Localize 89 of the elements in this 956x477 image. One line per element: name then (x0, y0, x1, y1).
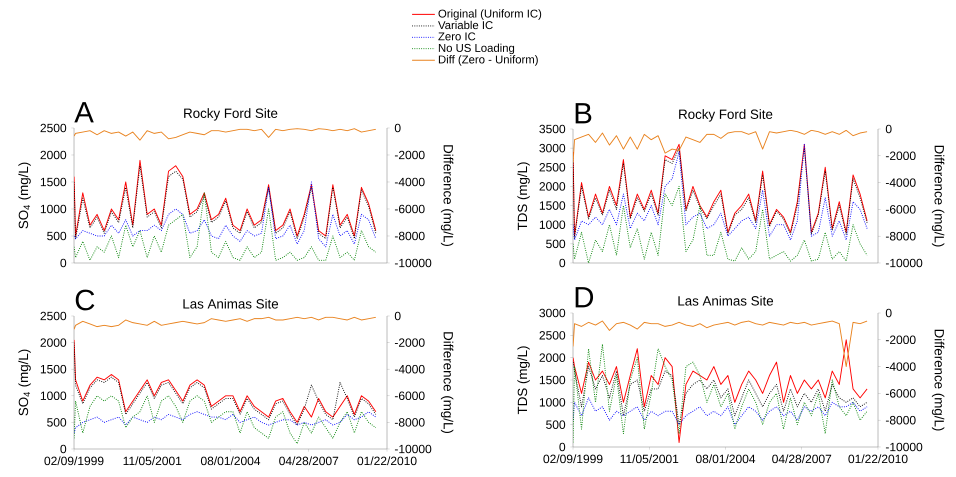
y-tick-label: 2500 (40, 312, 66, 320)
y-tick-label: 500 (47, 418, 66, 427)
y2-tick-label: -4000 (394, 364, 425, 374)
chart-title: Rocky Ford Site (184, 108, 278, 121)
legend-label: Original (Uniform IC) (438, 9, 542, 20)
chart-title: Las Animas Site (678, 296, 774, 306)
y-tick-label: 3000 (539, 308, 566, 318)
y-tick-label: 1500 (540, 201, 566, 210)
x-tick-label: 11/05/2001 (620, 454, 678, 464)
y2-axis-title: Difference (mg/L) (440, 332, 454, 434)
y-tick-label: 500 (546, 420, 566, 429)
y2-tick-label: -6000 (886, 205, 916, 214)
line-series (573, 186, 868, 263)
y2-tick-label: -4000 (886, 178, 916, 187)
y2-tick-label: -2000 (394, 150, 425, 160)
x-tick-label: 04/28/2007 (279, 456, 338, 466)
text: B (576, 103, 592, 124)
y-tick-label: 2000 (540, 182, 566, 191)
y2-tick-label: -2000 (394, 338, 425, 347)
y2-tick-label: -4000 (886, 362, 916, 371)
x-tick-label: 08/01/2004 (696, 454, 756, 464)
y-tick-label: 1500 (40, 364, 66, 374)
y2-tick-label: -10000 (886, 258, 922, 268)
y2-tick-label: -8000 (394, 232, 425, 240)
x-tick-label: 11/05/2001 (124, 456, 182, 466)
y-tick-label: 2000 (540, 353, 566, 362)
y2-tick-label: -10000 (886, 442, 922, 452)
legend-label: Diff (Zero - Uniform) (438, 55, 538, 66)
x-tick-label: 01/22/2010 (848, 454, 908, 464)
y-tick-label: 2500 (540, 331, 566, 340)
y-tick-label: 2000 (40, 150, 66, 160)
legend-label: Variable IC (438, 20, 493, 30)
y-tick-label: 3000 (539, 144, 566, 152)
y2-axis-title: Difference (mg/L) (932, 330, 944, 431)
y-tick-label: 0 (559, 442, 566, 452)
text: C (76, 290, 94, 310)
y-tick-label: 500 (47, 232, 66, 240)
y2-tick-label: -2000 (886, 336, 916, 344)
y-tick-label: 500 (546, 240, 566, 248)
y-tick-label: 2000 (40, 338, 66, 347)
y2-tick-label: 0 (886, 308, 892, 318)
y-tick-label: 0 (60, 444, 66, 454)
legend-label: No US Loading (438, 44, 514, 54)
line-series (573, 362, 868, 426)
y-axis-title: TDS (mg/L) (517, 162, 530, 230)
y2-tick-label: -10000 (394, 444, 432, 454)
line-series (74, 182, 376, 248)
y-axis-title: TDS (mg/L) (517, 346, 530, 414)
line-series (74, 395, 376, 444)
chart-title: Rocky Ford Site (679, 109, 772, 122)
chart-title: Las Animas Site (183, 298, 278, 309)
y2-tick-label: -2000 (886, 152, 916, 160)
y-tick-label: 1000 (40, 204, 66, 214)
y-tick-label: 2500 (540, 163, 566, 172)
y-tick-label: 3500 (539, 124, 566, 134)
y-tick-label: 1000 (40, 392, 66, 400)
x-tick-label: 08/01/2004 (200, 456, 260, 466)
y2-tick-label: 0 (886, 124, 892, 134)
y-tick-label: 0 (559, 258, 566, 268)
y-tick-label: 1500 (40, 178, 66, 186)
y2-tick-label: -8000 (886, 416, 916, 424)
y-tick-label: 0 (60, 258, 66, 268)
y2-tick-label: -8000 (886, 232, 916, 240)
line-series (74, 316, 376, 330)
y2-axis-title: Difference (mg/L) (440, 145, 454, 246)
y2-tick-label: 0 (394, 312, 401, 320)
text: A (74, 102, 94, 122)
y2-tick-label: -6000 (394, 204, 425, 214)
y2-axis-title: Difference (mg/L) (932, 146, 944, 247)
y2-tick-label: -8000 (394, 418, 425, 427)
text: D (576, 287, 594, 308)
x-tick-label: 01/22/2010 (357, 456, 417, 466)
y2-tick-label: 0 (394, 124, 401, 132)
y2-tick-label: -6000 (886, 389, 916, 398)
legend-label: Zero IC (438, 32, 476, 40)
x-tick-label: 02/09/1999 (44, 456, 104, 466)
y2-tick-label: -4000 (394, 178, 425, 186)
y-tick-label: 1000 (540, 220, 566, 229)
y-tick-label: 2500 (40, 124, 66, 132)
y-tick-label: 1500 (540, 376, 566, 384)
y2-tick-label: -10000 (394, 258, 432, 268)
x-tick-label: 02/09/1999 (543, 454, 602, 464)
y-axis-title: SO$_{4}$ (mg/L) (18, 162, 31, 229)
x-tick-label: 04/28/2007 (772, 454, 832, 464)
y-tick-label: 1000 (540, 398, 566, 407)
y2-tick-label: -6000 (394, 392, 425, 400)
line-series (573, 397, 868, 426)
line-series (74, 192, 376, 261)
y-axis-title: SO$_{4}$ (mg/L) (18, 350, 31, 416)
